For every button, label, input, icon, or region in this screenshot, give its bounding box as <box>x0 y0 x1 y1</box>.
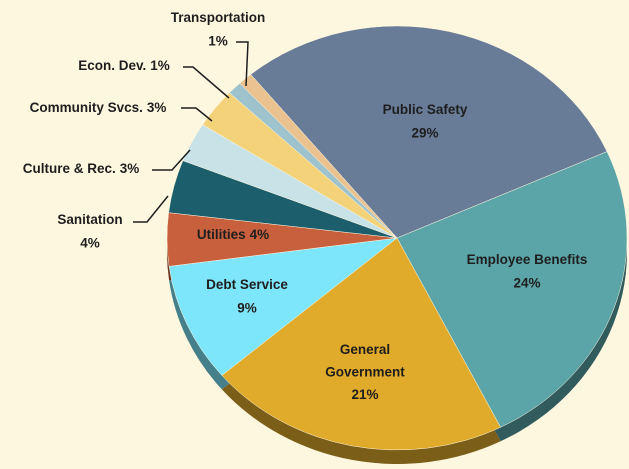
slice-label: Transportation 1% <box>171 10 266 49</box>
slice <box>250 25 608 239</box>
slice-label-value: 9% <box>237 300 257 315</box>
slice-label: Econ. Dev. 1% <box>78 58 170 73</box>
slice-label-value: 1% <box>208 33 228 48</box>
slice-label-value: 29% <box>411 125 438 140</box>
slice-label-name: Culture & Rec. <box>23 161 116 176</box>
slice-label-name: General <box>340 342 390 357</box>
slice-label-name: Transportation <box>171 10 266 25</box>
leader-lines <box>133 41 249 223</box>
slice-label-name: Econ. Dev. <box>78 58 146 73</box>
slice-label-name: Debt Service <box>206 277 288 292</box>
leader-line <box>152 149 191 171</box>
leader-line <box>236 41 249 87</box>
slice-label: Debt Service 9% <box>206 277 288 316</box>
slice-label-value: 3% <box>147 100 167 115</box>
slice-label-value: 1% <box>150 58 170 73</box>
leader-line <box>133 195 169 223</box>
leader-line <box>183 66 230 99</box>
slice-label: Public Safety 29% <box>383 102 468 141</box>
slice-label: Utilities 4% <box>197 227 269 242</box>
slice-label-name: Sanitation <box>57 212 122 227</box>
slice <box>168 237 398 376</box>
slice-label-name: Government <box>325 364 405 379</box>
slice-label-value: 24% <box>513 275 540 290</box>
slice-label: Community Svcs. 3% <box>30 100 167 115</box>
slice-label-value: 4% <box>250 227 270 242</box>
slice-label-name: Employee Benefits <box>467 252 588 267</box>
slice <box>239 74 398 239</box>
slice-label: Culture & Rec. 3% <box>23 161 140 176</box>
slice-label: Employee Benefits 24% <box>467 252 588 291</box>
slice-label-name: Public Safety <box>383 102 468 117</box>
pie-tops <box>166 25 628 451</box>
labels: Public Safety 29% Employee Benefits 24% Gene… <box>23 10 588 402</box>
slice-label: Sanitation 4% <box>57 212 122 251</box>
slice <box>221 237 501 451</box>
slice-label-value: 3% <box>120 161 140 176</box>
slice <box>396 151 628 428</box>
slice-label-name: Utilities <box>197 227 246 242</box>
slice-label-value: 4% <box>80 235 100 250</box>
leader-line <box>181 107 213 122</box>
slice-label: General Government 21% <box>325 342 405 402</box>
slice-label-value: 21% <box>351 387 378 402</box>
slice-label-name: Community Svcs. <box>30 100 143 115</box>
